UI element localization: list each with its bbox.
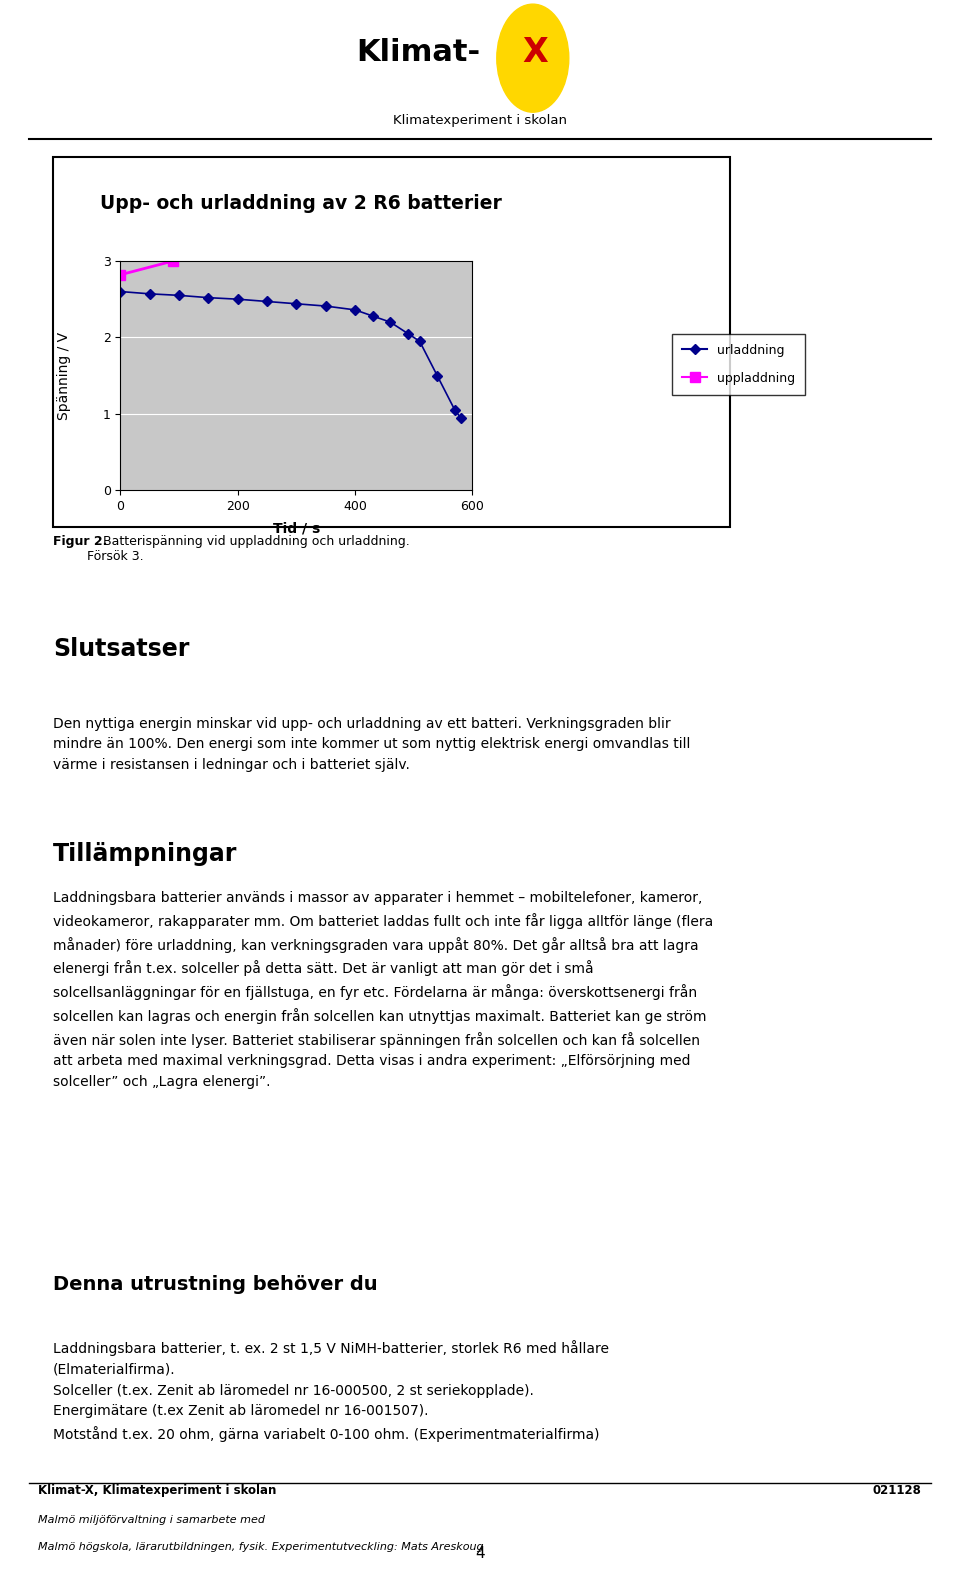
urladdning xyxy=(455,408,467,427)
urladdning xyxy=(174,286,185,305)
Text: Klimatexperiment i skolan: Klimatexperiment i skolan xyxy=(393,115,567,127)
Legend: urladdning, uppladdning: urladdning, uppladdning xyxy=(672,334,805,395)
urladdning xyxy=(320,296,331,315)
urladdning xyxy=(367,307,378,326)
uppladdning xyxy=(115,266,127,285)
urladdning xyxy=(402,324,414,343)
Text: Upp- och urladdning av 2 R6 batterier: Upp- och urladdning av 2 R6 batterier xyxy=(100,194,502,214)
Y-axis label: Spänning / V: Spänning / V xyxy=(58,332,71,420)
Line: uppladdning: uppladdning xyxy=(115,257,179,280)
Text: Malmö miljöförvaltning i samarbete med: Malmö miljöförvaltning i samarbete med xyxy=(38,1516,265,1525)
Text: 4: 4 xyxy=(475,1546,485,1561)
uppladdning xyxy=(167,252,179,271)
Text: 021128: 021128 xyxy=(873,1484,922,1497)
urladdning xyxy=(431,367,443,386)
Text: Slutsatser: Slutsatser xyxy=(53,637,189,661)
Text: Figur 2.: Figur 2. xyxy=(53,535,108,548)
urladdning xyxy=(449,401,461,420)
Text: Denna utrustning behöver du: Denna utrustning behöver du xyxy=(53,1275,377,1294)
urladdning xyxy=(261,293,273,312)
Text: Malmö högskola, lärarutbildningen, fysik. Experimentutveckling: Mats Areskoug: Malmö högskola, lärarutbildningen, fysik… xyxy=(38,1541,484,1552)
Ellipse shape xyxy=(497,5,568,112)
X-axis label: Tid / s: Tid / s xyxy=(273,521,320,535)
Text: Laddningsbara batterier används i massor av apparater i hemmet – mobiltelefoner,: Laddningsbara batterier används i massor… xyxy=(53,891,713,1089)
Text: Den nyttiga energin minskar vid upp- och urladdning av ett batteri. Verkningsgra: Den nyttiga energin minskar vid upp- och… xyxy=(53,716,690,771)
Text: Tillämpningar: Tillämpningar xyxy=(53,842,237,866)
urladdning xyxy=(385,313,396,332)
urladdning xyxy=(232,290,244,309)
urladdning xyxy=(115,282,127,301)
Text: Klimat-: Klimat- xyxy=(356,38,480,68)
Text: Batterispänning vid uppladdning och urladdning.
Försök 3.: Batterispänning vid uppladdning och urla… xyxy=(87,535,410,563)
Line: urladdning: urladdning xyxy=(117,288,464,422)
urladdning xyxy=(291,294,302,313)
urladdning xyxy=(414,332,425,351)
Text: Laddningsbara batterier, t. ex. 2 st 1,5 V NiMH-batterier, storlek R6 med hållar: Laddningsbara batterier, t. ex. 2 st 1,5… xyxy=(53,1341,609,1442)
urladdning xyxy=(349,301,361,320)
urladdning xyxy=(203,288,214,307)
Text: Klimat-X, Klimatexperiment i skolan: Klimat-X, Klimatexperiment i skolan xyxy=(38,1484,276,1497)
Text: X: X xyxy=(523,36,548,69)
urladdning xyxy=(144,285,156,304)
